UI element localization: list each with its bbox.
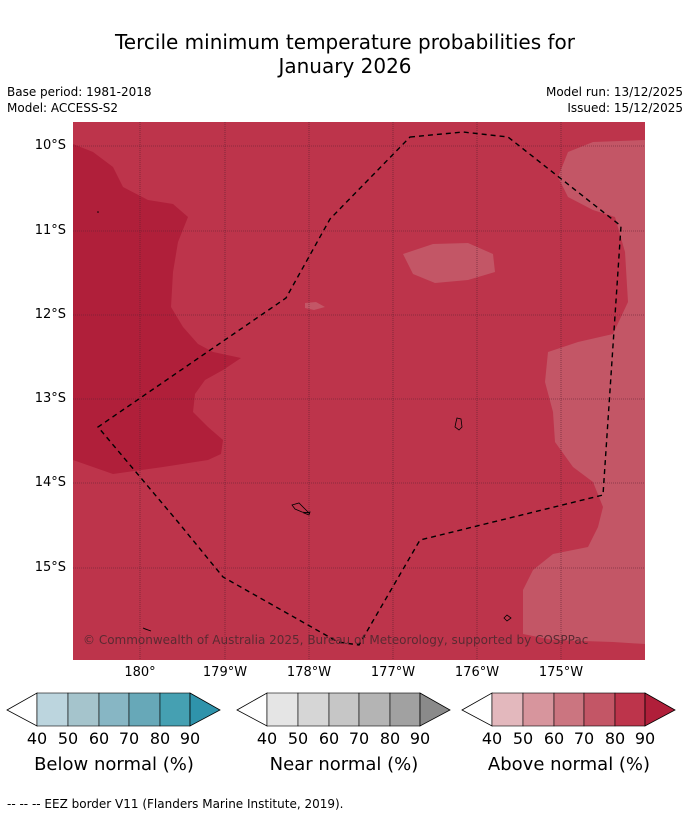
cbar-bin	[358, 692, 391, 727]
colorbar-near-normal	[236, 692, 451, 727]
cbar-tick: 50	[512, 729, 534, 748]
cbar-bin	[614, 692, 646, 727]
cbar-tick: 80	[149, 729, 171, 748]
cbar-tick: 60	[88, 729, 110, 748]
cbar-tick: 60	[318, 729, 340, 748]
cbar-bin	[98, 692, 130, 727]
cbar-tick: 70	[573, 729, 595, 748]
cbar-tick: 50	[287, 729, 309, 748]
lat-label: 11°S	[34, 223, 66, 238]
cbar-bin	[128, 692, 161, 727]
cbar-bin	[389, 692, 421, 727]
cbar-upper-extend	[644, 692, 676, 727]
field-above-70-80-patch	[403, 243, 495, 283]
model-run: Model run: 13/12/2025	[545, 85, 683, 99]
lon-label: 176°W	[454, 665, 500, 680]
cbar-bin	[553, 692, 585, 727]
lon-label: 177°W	[370, 665, 416, 680]
cbar-bin	[159, 692, 191, 727]
lat-label: 14°S	[34, 475, 66, 490]
cbar-bin	[491, 692, 524, 727]
lon-label: 179°W	[202, 665, 248, 680]
map-svg	[73, 122, 645, 660]
cbar-lower-extend	[461, 692, 493, 727]
cbar-bin	[266, 692, 299, 727]
field-above-70-80-east	[523, 140, 645, 644]
lon-label: 180°	[124, 665, 156, 680]
island-1	[454, 417, 463, 431]
cbar-tick: 40	[26, 729, 48, 748]
cbar-tick: 50	[57, 729, 79, 748]
cbar-tick: 80	[379, 729, 401, 748]
issued-date: Issued: 15/12/2025	[567, 101, 683, 115]
meta-right: Model run: 13/12/2025 Issued: 15/12/2025	[546, 84, 683, 116]
island-5	[142, 627, 152, 632]
lat-label: 10°S	[34, 138, 66, 153]
cbar-bin	[297, 692, 330, 727]
lat-label: 15°S	[34, 560, 66, 575]
colorbar-below-normal	[6, 692, 221, 727]
island-2	[291, 502, 311, 514]
model-name: Model: ACCESS-S2	[7, 101, 119, 115]
colorbar-title-near: Near normal (%)	[269, 754, 419, 775]
eez-footnote: -- -- -- EEZ border V11 (Flanders Marine…	[7, 797, 344, 811]
meta-left: Base period: 1981-2018 Model: ACCESS-S2	[7, 84, 152, 116]
field-above-70-80-speck	[305, 302, 325, 310]
lat-label: 12°S	[34, 307, 66, 322]
island-6	[97, 211, 99, 213]
colorbar-above-normal	[461, 692, 676, 727]
graticule	[73, 122, 645, 660]
cbar-tick: 40	[481, 729, 503, 748]
cbar-upper-extend	[419, 692, 451, 727]
cbar-upper-extend	[189, 692, 221, 727]
cbar-bin	[328, 692, 360, 727]
cbar-tick: 70	[118, 729, 140, 748]
cbar-tick: 70	[348, 729, 370, 748]
cbar-tick: 80	[604, 729, 626, 748]
island-4	[503, 614, 512, 622]
title-line-1: Tercile minimum temperature probabilitie…	[114, 30, 576, 54]
lon-label: 178°W	[286, 665, 332, 680]
cbar-tick: 40	[256, 729, 278, 748]
copyright-notice: © Commonwealth of Australia 2025, Bureau…	[83, 633, 589, 647]
cbar-lower-extend	[6, 692, 38, 727]
colorbar-title-below: Below normal (%)	[34, 754, 194, 775]
title-line-2: January 2026	[278, 54, 412, 78]
cbar-bin	[36, 692, 69, 727]
probability-map	[73, 122, 645, 660]
cbar-lower-extend	[236, 692, 268, 727]
cbar-tick: 90	[179, 729, 201, 748]
lon-label: 175°W	[538, 665, 584, 680]
colorbar-title-above: Above normal (%)	[487, 754, 651, 775]
lat-label: 13°S	[34, 391, 66, 406]
island-3	[302, 511, 311, 516]
eez-border	[96, 131, 622, 646]
cbar-bin	[67, 692, 100, 727]
field-above-90-west	[73, 144, 241, 474]
cbar-tick: 90	[409, 729, 431, 748]
cbar-bin	[583, 692, 616, 727]
base-period: Base period: 1981-2018	[7, 85, 152, 99]
cbar-tick: 60	[543, 729, 565, 748]
cbar-bin	[522, 692, 555, 727]
map-title: Tercile minimum temperature probabilitie…	[0, 30, 690, 78]
cbar-tick: 90	[634, 729, 656, 748]
